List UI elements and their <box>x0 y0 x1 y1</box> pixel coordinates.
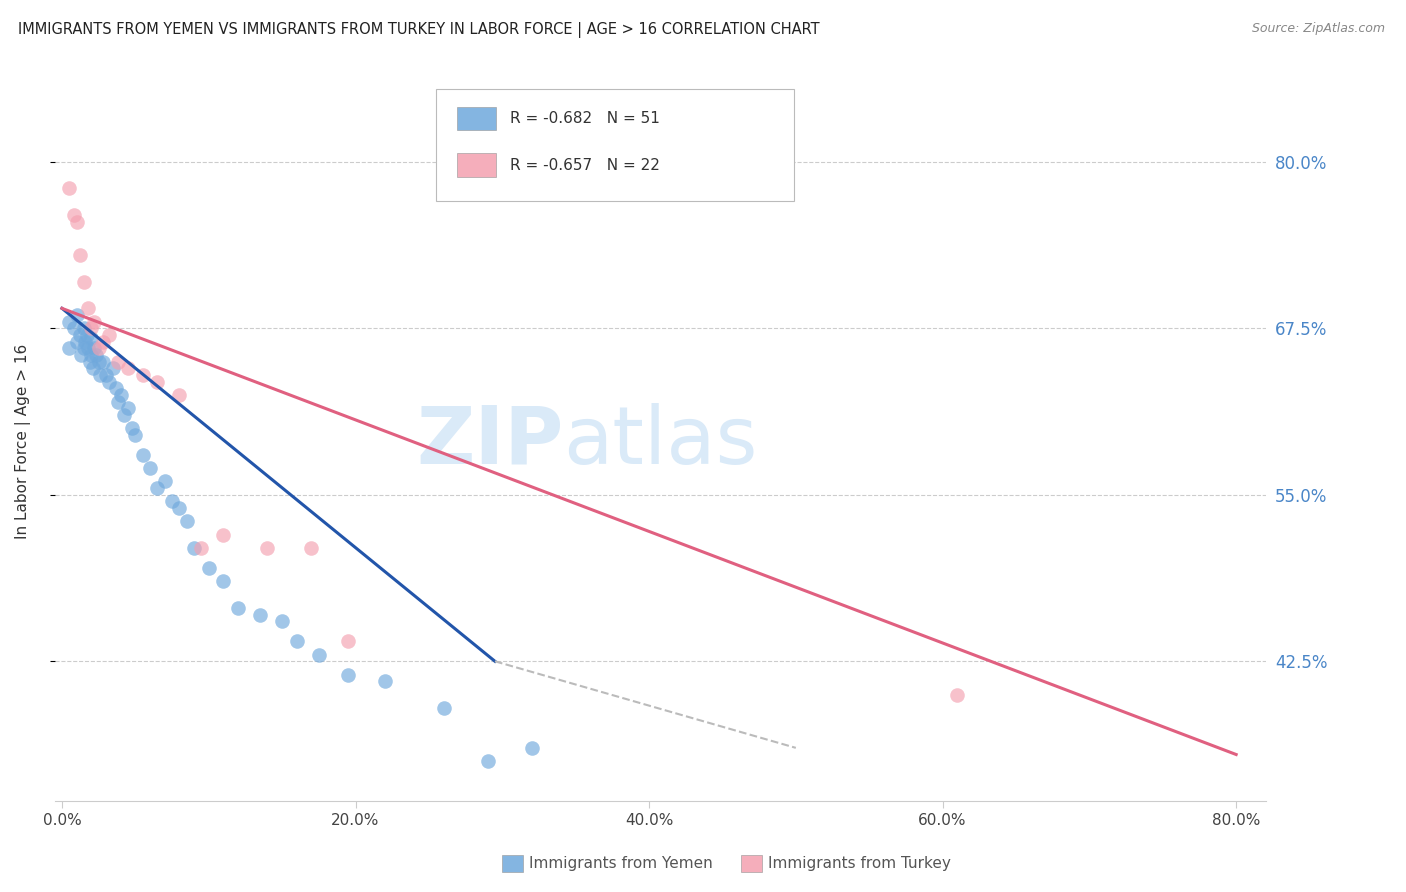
Point <box>271 615 294 629</box>
Point <box>82 361 104 376</box>
Point <box>477 754 499 768</box>
Point <box>308 648 330 662</box>
Point <box>58 341 80 355</box>
Point <box>91 334 114 349</box>
Point <box>110 388 132 402</box>
Point <box>94 368 117 382</box>
Point <box>124 428 146 442</box>
Point <box>89 368 111 382</box>
Text: Source: ZipAtlas.com: Source: ZipAtlas.com <box>1251 22 1385 36</box>
Point <box>76 328 98 343</box>
Point <box>97 375 120 389</box>
Text: ZIP: ZIP <box>416 402 564 481</box>
Text: Immigrants from Yemen: Immigrants from Yemen <box>529 856 713 871</box>
Point <box>169 501 191 516</box>
Point <box>197 561 219 575</box>
Point <box>226 601 249 615</box>
Point <box>107 354 129 368</box>
Point <box>69 328 91 343</box>
Point <box>946 688 969 702</box>
Point <box>112 408 135 422</box>
Point <box>285 634 308 648</box>
Point <box>374 674 396 689</box>
Point <box>117 361 139 376</box>
Point <box>79 354 101 368</box>
Point <box>58 315 80 329</box>
Point <box>66 308 89 322</box>
Point <box>84 348 107 362</box>
Point <box>169 388 191 402</box>
Point <box>146 375 169 389</box>
Point <box>212 574 235 589</box>
Point <box>105 381 128 395</box>
Point <box>58 181 80 195</box>
Text: R = -0.682   N = 51: R = -0.682 N = 51 <box>510 112 661 126</box>
Point <box>80 321 103 335</box>
Point <box>70 348 93 362</box>
Point <box>80 348 103 362</box>
Point <box>146 481 169 495</box>
Point <box>73 321 96 335</box>
Point <box>117 401 139 416</box>
Point <box>87 354 110 368</box>
Point <box>183 541 205 555</box>
Point <box>77 341 100 355</box>
Point <box>190 541 212 555</box>
Text: Immigrants from Turkey: Immigrants from Turkey <box>768 856 950 871</box>
Point <box>77 301 100 316</box>
Point <box>62 208 84 222</box>
Point <box>75 334 97 349</box>
Point <box>62 321 84 335</box>
Point <box>91 354 114 368</box>
Point <box>66 215 89 229</box>
Point <box>103 361 125 376</box>
Point <box>432 701 454 715</box>
Point <box>249 607 271 622</box>
Text: R = -0.657   N = 22: R = -0.657 N = 22 <box>510 158 661 172</box>
Text: IMMIGRANTS FROM YEMEN VS IMMIGRANTS FROM TURKEY IN LABOR FORCE | AGE > 16 CORREL: IMMIGRANTS FROM YEMEN VS IMMIGRANTS FROM… <box>18 22 820 38</box>
Point <box>73 341 96 355</box>
Point <box>337 667 360 681</box>
Point <box>131 448 153 462</box>
Point <box>73 275 96 289</box>
Point <box>256 541 278 555</box>
Point <box>80 331 103 345</box>
Point <box>131 368 153 382</box>
Point <box>83 341 105 355</box>
Point <box>97 328 120 343</box>
Point <box>176 515 198 529</box>
Point <box>66 334 89 349</box>
Point <box>69 248 91 262</box>
Point <box>520 740 543 755</box>
Point <box>301 541 323 555</box>
Point <box>212 527 235 541</box>
Point <box>139 461 162 475</box>
Point <box>87 341 110 355</box>
Point <box>83 315 105 329</box>
Point <box>160 494 183 508</box>
Point <box>337 634 360 648</box>
Point <box>153 475 176 489</box>
Y-axis label: In Labor Force | Age > 16: In Labor Force | Age > 16 <box>15 344 31 539</box>
Point <box>107 394 129 409</box>
Point <box>121 421 143 435</box>
Text: atlas: atlas <box>564 402 758 481</box>
